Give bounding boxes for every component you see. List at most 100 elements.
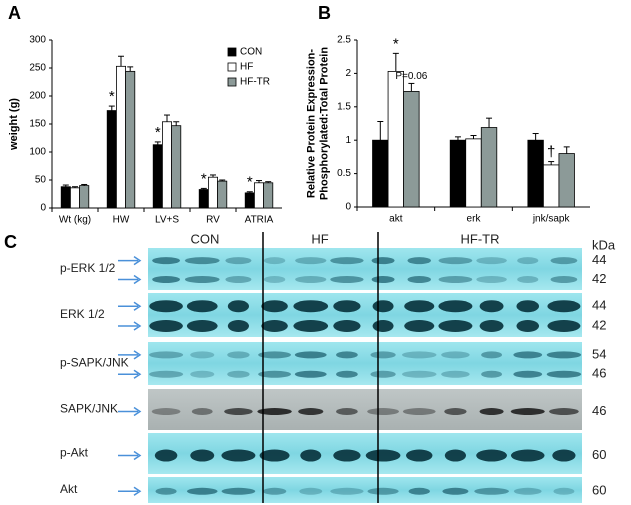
blot-band xyxy=(476,257,507,265)
blot-band xyxy=(407,276,431,283)
blot-band xyxy=(438,276,473,283)
annotation: * xyxy=(109,88,115,105)
x-tick-label: Wt (kg) xyxy=(59,215,91,226)
blot-band xyxy=(370,351,396,359)
blot-band xyxy=(370,370,396,378)
blot-band xyxy=(154,449,178,462)
x-tick-label: erk xyxy=(467,214,482,225)
annotation: * xyxy=(247,174,253,191)
row-label: p-SAPK/JNK xyxy=(60,356,129,370)
bar xyxy=(387,70,405,208)
blot-band xyxy=(516,300,540,313)
bar xyxy=(207,176,218,209)
bar xyxy=(79,185,90,209)
blot-band xyxy=(149,300,183,313)
arrow-head xyxy=(133,406,142,417)
blot-band xyxy=(513,370,543,378)
blot-band xyxy=(510,449,545,462)
blot-band xyxy=(190,370,215,378)
blot-band xyxy=(546,370,582,378)
blot-band xyxy=(258,351,292,359)
blot-strip xyxy=(148,342,582,385)
blot-band xyxy=(221,449,256,462)
group-label: CON xyxy=(191,231,220,246)
blot-band xyxy=(186,300,218,313)
blot-band xyxy=(513,487,542,495)
blot-band xyxy=(295,257,327,265)
blot-band xyxy=(371,257,395,265)
blot-band xyxy=(263,276,286,283)
annotation: * xyxy=(155,124,161,141)
blot-band xyxy=(262,487,287,495)
blot-band xyxy=(479,320,504,332)
blot-strip xyxy=(148,248,582,290)
blot-strip xyxy=(148,293,582,337)
blot-band xyxy=(293,300,329,313)
arrow-head xyxy=(133,450,142,461)
blot-band xyxy=(225,257,252,265)
bar xyxy=(171,125,182,209)
blot-band xyxy=(330,257,364,265)
blot-band xyxy=(553,487,575,495)
bar xyxy=(116,65,127,209)
y-tick-label: 50 xyxy=(35,175,47,186)
blot-strip xyxy=(148,433,582,474)
legend-label: HF-TR xyxy=(240,77,270,88)
blot-band xyxy=(404,320,435,332)
x-tick-label: akt xyxy=(389,214,403,225)
arrow-head xyxy=(133,350,142,360)
blot-band xyxy=(190,351,215,359)
bar xyxy=(106,110,117,209)
arrow-head xyxy=(133,274,142,285)
blot-band xyxy=(227,370,250,378)
row-label: p-Akt xyxy=(60,446,89,460)
bar xyxy=(372,139,389,208)
x-tick-label: LV+S xyxy=(155,215,179,226)
annotation: * xyxy=(201,170,207,187)
blot-band xyxy=(474,487,509,495)
blot-band xyxy=(476,276,507,283)
row-label: Akt xyxy=(60,482,78,496)
y-tick-label: 300 xyxy=(29,35,46,46)
blot-band xyxy=(258,370,292,378)
blot-band xyxy=(261,320,288,332)
blot-band xyxy=(401,351,437,359)
blot-band xyxy=(149,320,183,332)
blot-band xyxy=(227,320,250,332)
blot-band xyxy=(295,276,327,283)
blot-band xyxy=(549,408,579,416)
blot-band xyxy=(190,449,215,462)
y-tick-label: 200 xyxy=(29,91,46,102)
x-tick-label: RV xyxy=(206,215,220,226)
blot-band xyxy=(479,300,504,313)
blot-band xyxy=(336,370,358,378)
y-tick-label: 0.5 xyxy=(337,168,351,179)
blot-band xyxy=(404,300,435,313)
blot-band xyxy=(510,408,545,416)
blot-band xyxy=(261,300,288,313)
legend-swatch xyxy=(227,47,237,57)
blot-band xyxy=(442,487,469,495)
y-tick-label: 2.5 xyxy=(337,35,351,46)
blot-band xyxy=(517,257,539,265)
annotation: * xyxy=(393,35,399,52)
y-tick-label: 150 xyxy=(29,119,46,130)
blot-band xyxy=(406,449,433,462)
legend-swatch xyxy=(227,62,237,72)
size-label: 46 xyxy=(592,403,606,418)
blot-band xyxy=(225,276,252,283)
blot-band xyxy=(299,487,323,495)
blot-band xyxy=(152,257,180,265)
blot-band xyxy=(184,276,220,283)
x-tick-label: HW xyxy=(113,215,130,226)
bar xyxy=(558,153,575,208)
blot-band xyxy=(408,487,430,495)
blot-band xyxy=(221,487,256,495)
blot-band xyxy=(294,351,327,359)
y-tick-label: 250 xyxy=(29,63,46,74)
blot-band xyxy=(552,449,576,462)
blot-band xyxy=(259,449,290,462)
arrow-head xyxy=(133,369,142,379)
blot-band xyxy=(546,351,582,359)
